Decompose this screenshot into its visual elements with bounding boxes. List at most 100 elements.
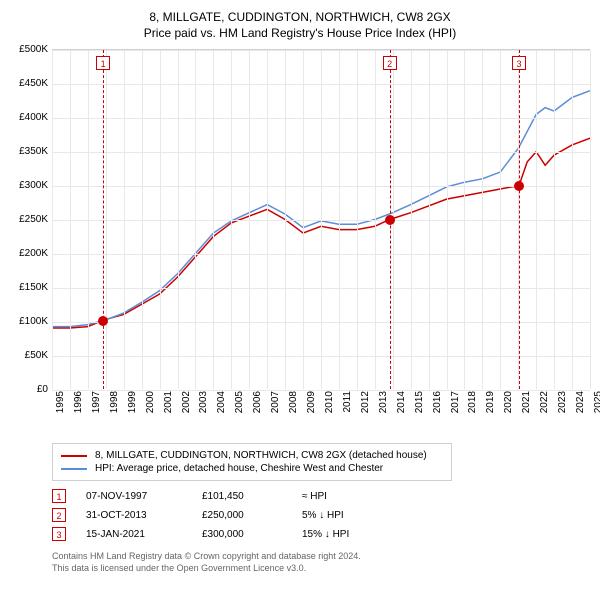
x-tick-label: 2006 xyxy=(252,391,263,413)
gridline-vertical xyxy=(267,50,268,389)
sale-price: £101,450 xyxy=(202,491,282,502)
title-line1: 8, MILLGATE, CUDDINGTON, NORTHWICH, CW8 … xyxy=(10,10,590,26)
gridline-vertical xyxy=(52,50,53,389)
chart-title: 8, MILLGATE, CUDDINGTON, NORTHWICH, CW8 … xyxy=(10,10,590,41)
sale-date: 15-JAN-2021 xyxy=(86,529,182,540)
plot-area: 1 2 3 xyxy=(52,50,590,389)
sale-marker-box: 3 xyxy=(512,56,526,70)
gridline-vertical xyxy=(554,50,555,389)
gridline-vertical xyxy=(285,50,286,389)
gridline-vertical xyxy=(213,50,214,389)
gridline-vertical xyxy=(303,50,304,389)
x-tick-label: 2025 xyxy=(593,391,600,413)
sale-date: 31-OCT-2013 xyxy=(86,510,182,521)
gridline-vertical xyxy=(572,50,573,389)
x-tick-label: 2002 xyxy=(181,391,192,413)
x-tick-label: 2008 xyxy=(288,391,299,413)
sale-date: 07-NOV-1997 xyxy=(86,491,182,502)
legend-item: HPI: Average price, detached house, Ches… xyxy=(61,463,443,474)
sale-row: 1 07-NOV-1997 £101,450 ≈ HPI xyxy=(52,489,590,503)
x-tick-label: 2005 xyxy=(234,391,245,413)
gridline-vertical xyxy=(142,50,143,389)
gridline-vertical xyxy=(249,50,250,389)
gridline-vertical xyxy=(536,50,537,389)
gridline-vertical xyxy=(178,50,179,389)
title-line2: Price paid vs. HM Land Registry's House … xyxy=(10,26,590,42)
sale-row-index: 3 xyxy=(52,527,66,541)
x-tick-label: 2020 xyxy=(503,391,514,413)
y-axis: £0£50K£100K£150K£200K£250K£300K£350K£400… xyxy=(10,44,50,390)
gridline-vertical xyxy=(590,50,591,389)
gridline-vertical xyxy=(70,50,71,389)
sale-marker-line xyxy=(519,50,520,389)
sale-marker-box: 2 xyxy=(383,56,397,70)
gridline-vertical xyxy=(321,50,322,389)
sale-marker-dot xyxy=(385,215,395,225)
x-tick-label: 2017 xyxy=(450,391,461,413)
sale-price: £250,000 xyxy=(202,510,282,521)
x-tick-label: 2021 xyxy=(521,391,532,413)
x-tick-label: 2013 xyxy=(378,391,389,413)
sale-marker-box: 1 xyxy=(96,56,110,70)
footer-line2: This data is licensed under the Open Gov… xyxy=(52,563,590,575)
x-tick-label: 1999 xyxy=(127,391,138,413)
sale-vs-hpi: ≈ HPI xyxy=(302,491,392,502)
sale-row: 3 15-JAN-2021 £300,000 15% ↓ HPI xyxy=(52,527,590,541)
x-tick-label: 2015 xyxy=(414,391,425,413)
legend-item: 8, MILLGATE, CUDDINGTON, NORTHWICH, CW8 … xyxy=(61,450,443,461)
gridline-vertical xyxy=(375,50,376,389)
chart-area: £0£50K£100K£150K£200K£250K£300K£350K£400… xyxy=(52,49,590,389)
gridline-vertical xyxy=(411,50,412,389)
gridline-vertical xyxy=(464,50,465,389)
sale-marker-line xyxy=(103,50,104,389)
legend-swatch xyxy=(61,468,87,470)
gridline-vertical xyxy=(160,50,161,389)
y-tick-label: £50K xyxy=(10,350,48,361)
y-tick-label: £200K xyxy=(10,248,48,259)
x-tick-label: 2011 xyxy=(342,391,353,413)
y-tick-label: £500K xyxy=(10,44,48,55)
x-tick-label: 1996 xyxy=(73,391,84,413)
sales-table: 107-NOV-1997£101,450≈ HPI231-OCT-2013£25… xyxy=(52,489,590,541)
x-tick-label: 1995 xyxy=(55,391,66,413)
sale-vs-hpi: 5% ↓ HPI xyxy=(302,510,392,521)
x-tick-label: 2012 xyxy=(360,391,371,413)
y-tick-label: £350K xyxy=(10,146,48,157)
x-tick-label: 1998 xyxy=(109,391,120,413)
gridline-vertical xyxy=(88,50,89,389)
y-tick-label: £0 xyxy=(10,384,48,395)
gridline-vertical xyxy=(231,50,232,389)
x-tick-label: 2007 xyxy=(270,391,281,413)
x-tick-label: 2003 xyxy=(198,391,209,413)
x-tick-label: 2004 xyxy=(216,391,227,413)
gridline-vertical xyxy=(357,50,358,389)
x-tick-label: 1997 xyxy=(91,391,102,413)
legend-label: HPI: Average price, detached house, Ches… xyxy=(95,463,383,474)
footer-line1: Contains HM Land Registry data © Crown c… xyxy=(52,551,590,563)
x-tick-label: 2023 xyxy=(557,391,568,413)
x-tick-label: 2016 xyxy=(432,391,443,413)
sale-vs-hpi: 15% ↓ HPI xyxy=(302,529,392,540)
x-tick-label: 2001 xyxy=(163,391,174,413)
x-axis: 1995 1996 1997 1998 1999 2000 2001 2002 2003 2004… xyxy=(52,389,590,435)
x-tick-label: 2014 xyxy=(396,391,407,413)
y-tick-label: £450K xyxy=(10,78,48,89)
gridline-vertical xyxy=(195,50,196,389)
x-tick-label: 2022 xyxy=(539,391,550,413)
gridline-vertical xyxy=(500,50,501,389)
sale-price: £300,000 xyxy=(202,529,282,540)
x-tick-label: 2000 xyxy=(145,391,156,413)
legend-swatch xyxy=(61,455,87,457)
y-tick-label: £100K xyxy=(10,316,48,327)
footer-attribution: Contains HM Land Registry data © Crown c… xyxy=(52,551,590,574)
y-tick-label: £300K xyxy=(10,180,48,191)
y-tick-label: £400K xyxy=(10,112,48,123)
legend: 8, MILLGATE, CUDDINGTON, NORTHWICH, CW8 … xyxy=(52,443,452,481)
sale-row-index: 1 xyxy=(52,489,66,503)
x-tick-label: 2010 xyxy=(324,391,335,413)
gridline-vertical xyxy=(106,50,107,389)
sale-row: 231-OCT-2013£250,0005% ↓ HPI xyxy=(52,508,590,522)
y-tick-label: £150K xyxy=(10,282,48,293)
x-tick-label: 2009 xyxy=(306,391,317,413)
gridline-vertical xyxy=(124,50,125,389)
